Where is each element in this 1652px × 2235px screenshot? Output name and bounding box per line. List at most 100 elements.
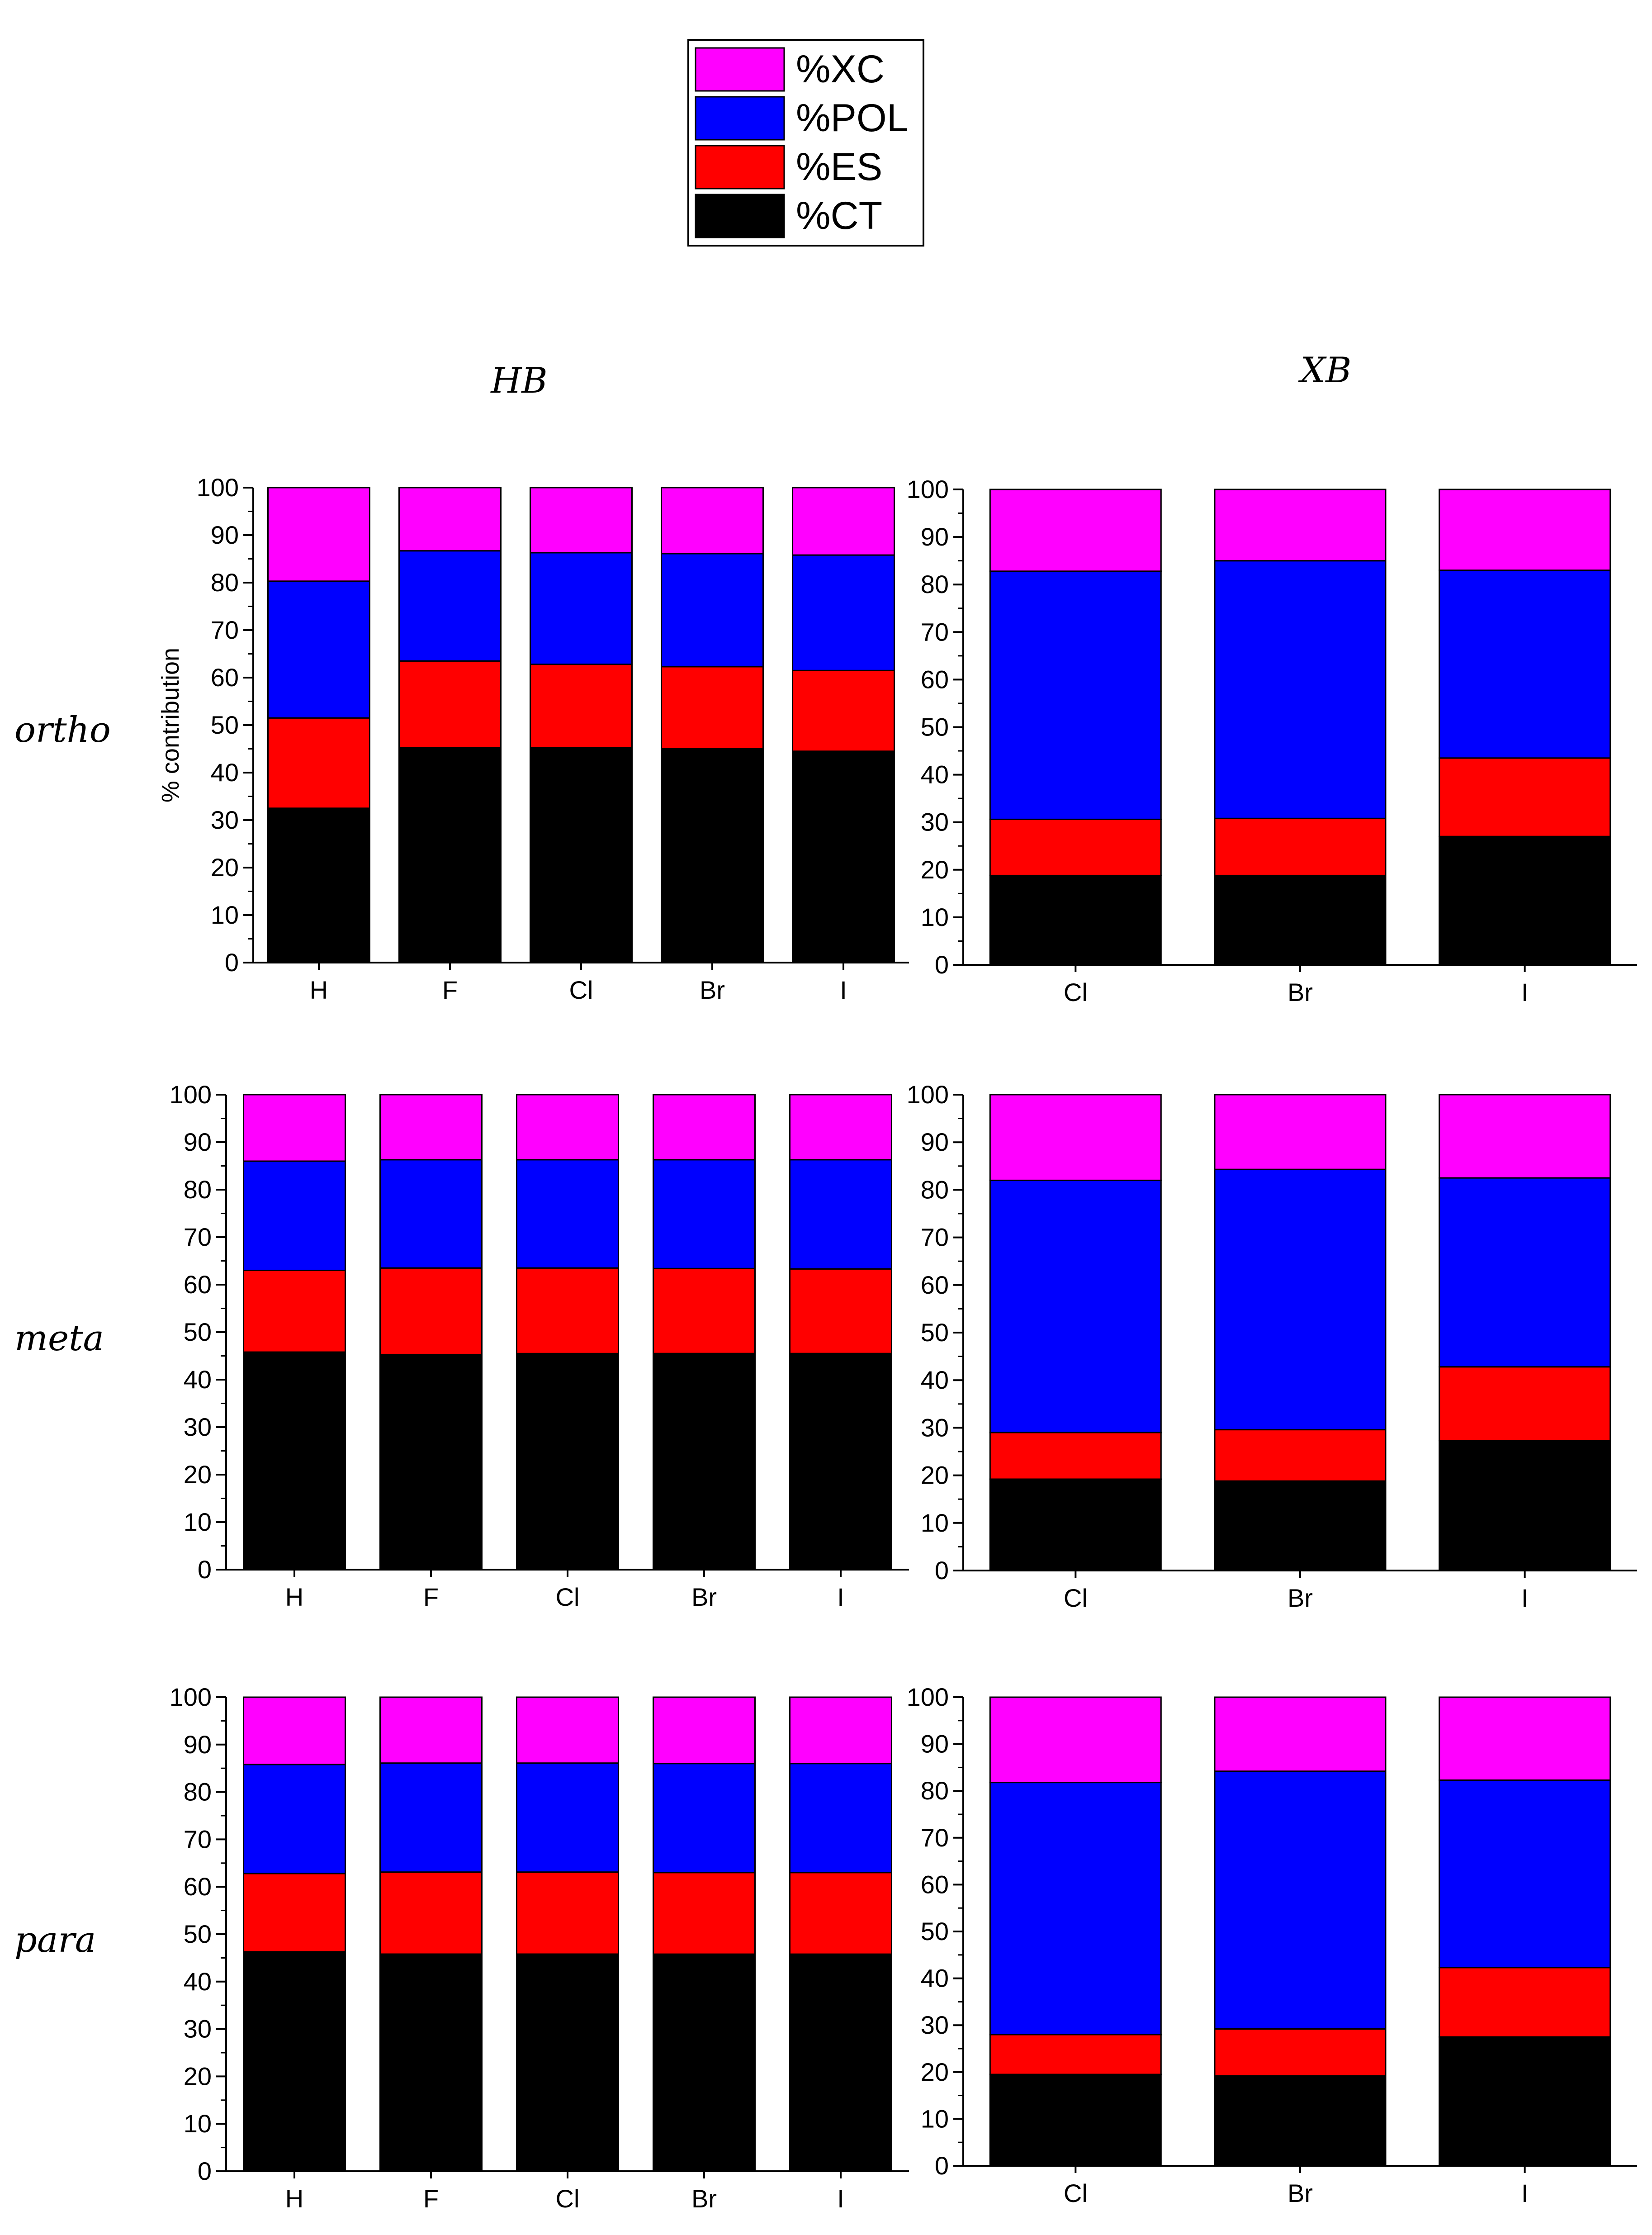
bar-xc-br xyxy=(1214,1696,1387,1772)
x-tick-label: F xyxy=(423,1583,439,1611)
bar-pol-br xyxy=(1214,560,1387,819)
y-tick-label: 10 xyxy=(921,2104,949,2133)
y-tick-label: 80 xyxy=(211,568,239,597)
column-title-hb: HB xyxy=(490,361,547,401)
y-tick-label: 0 xyxy=(935,1556,949,1585)
x-tick-label: I xyxy=(1521,2179,1529,2207)
y-tick-label: 20 xyxy=(921,1461,949,1490)
y-tick-label: 60 xyxy=(184,1872,212,1901)
y-tick-label: 100 xyxy=(907,475,949,503)
y-tick-label: 80 xyxy=(184,1778,212,1806)
y-tick-label: 100 xyxy=(907,1683,949,1711)
y-tick-label: 20 xyxy=(211,853,239,882)
bar-es-cl xyxy=(516,1871,619,1955)
bar-es-i xyxy=(1439,1366,1611,1442)
y-tick-label: 10 xyxy=(921,903,949,931)
y-tick-label: 80 xyxy=(921,570,949,598)
x-tick-label: Br xyxy=(1288,1584,1313,1612)
y-tick-label: 30 xyxy=(184,2015,212,2043)
bar-es-i xyxy=(789,1872,892,1955)
bar-pol-cl xyxy=(989,1782,1162,2036)
y-tick-label: 20 xyxy=(921,855,949,884)
y-tick-label: 60 xyxy=(921,665,949,693)
bar-es-i xyxy=(789,1268,892,1354)
y-tick-label: 40 xyxy=(184,1967,212,1996)
bar-ct-h xyxy=(267,807,370,963)
bar-pol-h xyxy=(267,580,370,719)
x-tick-label: F xyxy=(442,976,458,1004)
bar-ct-br xyxy=(653,1352,756,1571)
bar-es-cl xyxy=(989,818,1162,876)
bar-ct-i xyxy=(792,750,895,963)
y-tick-label: 20 xyxy=(184,1460,212,1489)
bar-pol-cl xyxy=(516,1762,619,1873)
x-tick-label: Br xyxy=(1288,978,1313,1006)
x-tick-label: I xyxy=(840,976,847,1004)
y-tick-label: 100 xyxy=(907,1080,949,1109)
y-tick-label: 80 xyxy=(921,1776,949,1805)
bar-xc-br xyxy=(653,1094,756,1161)
bar-es-cl xyxy=(516,1267,619,1354)
bar-pol-i xyxy=(1439,1177,1611,1368)
bar-ct-h xyxy=(243,1351,346,1571)
x-tick-label: Br xyxy=(700,976,725,1004)
bar-ct-i xyxy=(789,1953,892,2172)
bar-es-br xyxy=(1214,1429,1387,1482)
x-tick-label: Br xyxy=(691,2184,717,2213)
y-tick-label: 10 xyxy=(211,901,239,929)
bar-es-f xyxy=(398,660,502,749)
y-tick-label: 40 xyxy=(184,1365,212,1394)
panel-ortho-hb: H F Cl Br I 0 10 20 30 40 50 60 70 80 90 100 % contribut… xyxy=(157,473,909,1004)
bar-es-i xyxy=(1439,1967,1611,2038)
bar-xc-cl xyxy=(516,1094,619,1161)
bar-pol-br xyxy=(661,553,764,668)
bar-xc-i xyxy=(789,1094,892,1161)
y-tick-label: 60 xyxy=(184,1270,212,1299)
y-tick-label: 30 xyxy=(184,1413,212,1441)
legend-label-ct: %CT xyxy=(796,194,882,237)
y-tick-label: 30 xyxy=(211,806,239,834)
bar-ct-br xyxy=(1214,874,1387,966)
bar-xc-f xyxy=(398,487,502,552)
bar-ct-f xyxy=(398,747,502,963)
y-tick-label: 70 xyxy=(921,617,949,646)
y-tick-label: 50 xyxy=(184,1318,212,1346)
x-tick-label: Cl xyxy=(1064,1584,1088,1612)
y-tick-label: 100 xyxy=(170,1683,212,1711)
legend-label-xc: %XC xyxy=(796,47,885,91)
y-tick-label: 0 xyxy=(935,950,949,979)
legend-swatch-es xyxy=(695,145,785,190)
bar-pol-cl xyxy=(530,552,633,665)
y-tick-label: 70 xyxy=(921,1823,949,1852)
bar-xc-h xyxy=(243,1094,346,1162)
bar-xc-br xyxy=(1214,1094,1387,1170)
bar-ct-i xyxy=(1439,1440,1611,1571)
legend-label-pol: %POL xyxy=(796,96,909,140)
legend-swatch-xc xyxy=(695,47,785,92)
bar-xc-f xyxy=(379,1094,483,1161)
y-axis-label: % contribution xyxy=(157,648,184,802)
x-tick-label: Br xyxy=(1288,2179,1313,2207)
y-tick-label: 70 xyxy=(921,1223,949,1252)
bar-es-cl xyxy=(530,664,633,749)
bar-xc-cl xyxy=(989,489,1162,572)
x-tick-label: F xyxy=(423,2184,439,2213)
bar-xc-cl xyxy=(516,1696,619,1764)
bar-pol-cl xyxy=(989,570,1162,820)
bar-ct-f xyxy=(379,1953,483,2172)
bar-ct-cl xyxy=(989,2074,1162,2167)
bar-xc-br xyxy=(661,487,764,555)
bar-ct-cl xyxy=(530,747,633,963)
y-tick-label: 100 xyxy=(197,473,239,502)
bar-ct-cl xyxy=(989,1478,1162,1571)
bar-pol-h xyxy=(243,1160,346,1271)
bar-pol-cl xyxy=(989,1179,1162,1433)
bar-xc-cl xyxy=(989,1696,1162,1784)
bar-xc-i xyxy=(789,1696,892,1765)
bar-pol-f xyxy=(398,550,502,662)
column-title-xb: XB xyxy=(1298,350,1352,391)
panel-para-xb: Cl Br I 0 10 20 30 40 50 60 70 80 90 100 xyxy=(907,1683,1637,2207)
y-tick-label: 80 xyxy=(184,1175,212,1204)
bar-xc-cl xyxy=(989,1094,1162,1181)
bar-xc-i xyxy=(1439,489,1611,571)
